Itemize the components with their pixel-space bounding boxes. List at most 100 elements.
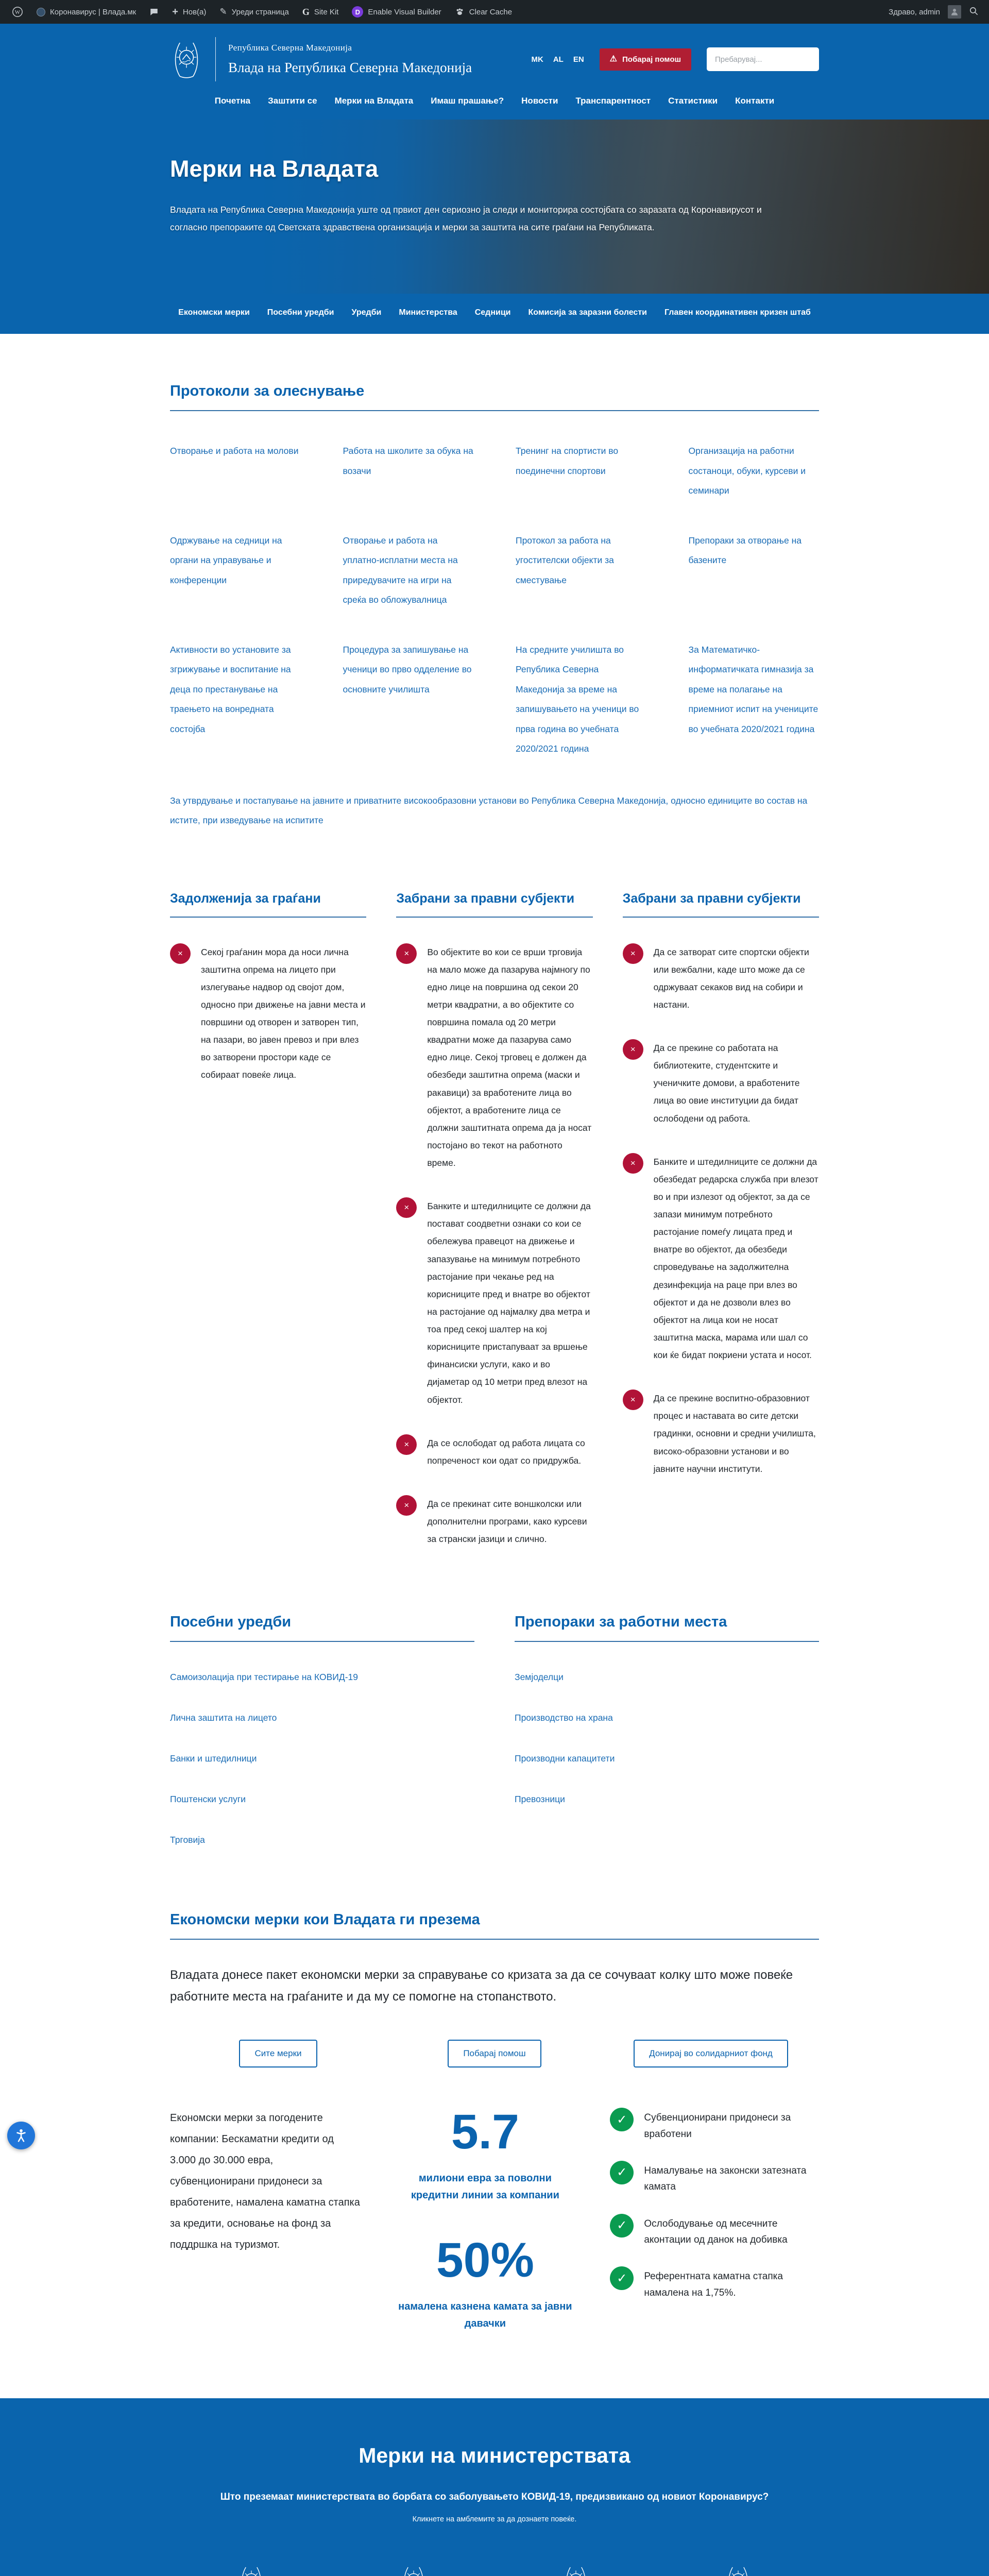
section-ministries: Мерки на министерствата Што преземаат ми… xyxy=(0,2398,989,2576)
admin-greeting[interactable]: Здраво, admin xyxy=(889,7,940,16)
comments-icon xyxy=(150,9,158,15)
economic-intro: Владата донесе пакет економски мерки за … xyxy=(170,1968,793,2004)
visual-builder-label: Enable Visual Builder xyxy=(368,7,441,16)
admin-bar-new[interactable]: + Нов(а) xyxy=(165,0,213,24)
tab-ministries[interactable]: Министерства xyxy=(399,308,457,317)
tab-infectious-commission[interactable]: Комисија за заразни болести xyxy=(528,308,647,317)
wordpress-logo-icon[interactable]: W xyxy=(5,0,30,24)
ministry-foreign-affairs[interactable]: Република Северна Македонија Министерств… xyxy=(494,2564,657,2576)
nav-contacts[interactable]: Контакти xyxy=(735,96,775,106)
special-decree-link[interactable]: Поштенски услуги xyxy=(170,1794,246,1805)
admin-bar-site-link[interactable]: Коронавирус | Влада.мк xyxy=(30,0,143,24)
special-decree-link[interactable]: Самоизолација при тестирање на КОВИД-19 xyxy=(170,1672,358,1683)
protocol-link[interactable]: Протокол за работа на угостителски објек… xyxy=(516,535,614,585)
protocol-link-universities[interactable]: За утврдување и постапување на јавните и… xyxy=(170,795,808,826)
ministries-title: Мерки на министерствата xyxy=(359,2444,630,2468)
ask-help-button-2[interactable]: Побарај помош xyxy=(448,2040,541,2068)
search-input[interactable] xyxy=(707,47,819,71)
admin-bar-clear-cache[interactable]: Clear Cache xyxy=(448,0,519,24)
check-icon: ✓ xyxy=(610,2108,634,2132)
stat-credit-lines-caption: милиони евра за поволни кредитни линии з… xyxy=(411,2173,559,2201)
tab-economic-measures[interactable]: Економски мерки xyxy=(178,308,250,317)
tab-special-decrees[interactable]: Посебни уредби xyxy=(267,308,334,317)
tab-crisis-hq[interactable]: Главен координативен кризен штаб xyxy=(664,308,811,317)
protocol-link[interactable]: Работа на школите за обука на возачи xyxy=(343,446,473,476)
admin-bar-visual-builder[interactable]: D Enable Visual Builder xyxy=(345,0,448,24)
legal-entities-bans-column-2: Забрани за правни субјекти × Да се затво… xyxy=(622,891,819,1478)
ministry-labor-social[interactable]: Република Северна Македонија Министерств… xyxy=(657,2564,819,2576)
check-item: ✓ Намалување на законски затезната камат… xyxy=(610,2160,819,2195)
accessibility-button[interactable] xyxy=(7,2122,35,2149)
nav-news[interactable]: Новости xyxy=(521,96,558,106)
rule-text: Да се прекине воспитно-образовниот проце… xyxy=(653,1393,816,1474)
workplace-link[interactable]: Превозници xyxy=(515,1794,565,1805)
accessibility-icon xyxy=(16,2129,26,2142)
protocol-link[interactable]: Препораки за отворање на базените xyxy=(688,535,802,566)
hero-banner: Мерки на Владата Владата на Република Се… xyxy=(0,120,989,294)
check-text: Субвенционирани придонеси за вработени xyxy=(644,2112,791,2140)
ministry-health[interactable]: Република Северна Македонија Министерств… xyxy=(170,2564,332,2576)
workplace-link[interactable]: Производни капацитети xyxy=(515,1753,615,1764)
x-icon: × xyxy=(622,943,643,964)
admin-bar-edit-page[interactable]: ✎ Уреди страница xyxy=(213,0,295,24)
tab-sessions[interactable]: Седници xyxy=(474,308,511,317)
protocol-link[interactable]: Одржување на седници на органи на управу… xyxy=(170,535,282,585)
ministry-interior[interactable]: Република Северна Македонија Министерств… xyxy=(332,2564,494,2576)
x-icon: × xyxy=(396,943,417,964)
protocol-link[interactable]: Процедура за запишување на ученици во пр… xyxy=(343,644,472,694)
protocol-link[interactable]: Отворање и работа на молови xyxy=(170,446,299,456)
new-label: Нов(а) xyxy=(182,7,207,16)
admin-bar-site-kit[interactable]: G Site Kit xyxy=(296,0,346,24)
workplace-link[interactable]: Производство на храна xyxy=(515,1713,613,1723)
edit-label: Уреди страница xyxy=(231,7,289,16)
rule-item: × Да се прекинат сите воншколски или доп… xyxy=(396,1495,592,1548)
all-measures-button[interactable]: Сите мерки xyxy=(239,2040,317,2068)
nav-statistics[interactable]: Статистики xyxy=(668,96,718,106)
lang-en[interactable]: EN xyxy=(573,55,584,64)
tab-decrees[interactable]: Уредби xyxy=(351,308,382,317)
special-decree-link[interactable]: Банки и штедилници xyxy=(170,1753,257,1764)
donate-fund-button[interactable]: Донирај во солидарниот фонд xyxy=(634,2040,788,2068)
protocol-link[interactable]: На средните училишта во Република Северн… xyxy=(516,644,639,754)
admin-bar-comments[interactable] xyxy=(143,0,165,24)
main-nav: Почетна Заштити се Мерки на Владата Имаш… xyxy=(0,90,989,120)
special-decree-link[interactable]: Лична заштита на лицето xyxy=(170,1713,277,1723)
protocol-link[interactable]: Отворање и работа на уплатно-исплатни ме… xyxy=(343,535,458,605)
ministries-subtitle: Што преземаат министерствата во борбата … xyxy=(220,2492,769,2503)
admin-search-icon[interactable] xyxy=(969,6,979,18)
check-text: Намалување на законски затезната камата xyxy=(644,2165,807,2193)
stat-credit-lines-value: 5.7 xyxy=(451,2105,519,2160)
rule-text: Во објектите во кои се врши трговија на … xyxy=(427,946,592,1168)
workplace-link[interactable]: Земјоделци xyxy=(515,1672,564,1683)
stat-penalty-interest-value: 50% xyxy=(436,2233,534,2288)
clear-cache-label: Clear Cache xyxy=(469,7,513,16)
header-country: Република Северна Македонија xyxy=(228,43,352,53)
protocol-link[interactable]: За Математичко-информатичката гимназија … xyxy=(688,644,819,734)
check-item: ✓ Субвенционирани придонеси за вработени xyxy=(610,2108,819,2142)
nav-questions[interactable]: Имаш прашање? xyxy=(431,96,504,106)
ask-help-button[interactable]: ⚠ Побарај помош xyxy=(599,48,691,71)
legal-entities-bans-column-1: Забрани за правни субјекти × Во објектит… xyxy=(396,891,593,1548)
lang-mk[interactable]: MK xyxy=(531,55,543,64)
column-title: Задолженија за граѓани xyxy=(170,891,321,906)
check-icon: ✓ xyxy=(610,2160,634,2184)
lang-al[interactable]: AL xyxy=(553,55,564,64)
svg-text:W: W xyxy=(15,9,21,15)
rule-item: × Банките и штедилниците се должни да об… xyxy=(622,1153,819,1364)
site-logo-text[interactable]: Република Северна Македонија Влада на Ре… xyxy=(228,43,472,76)
ministry-emblem-icon xyxy=(400,2564,428,2576)
protocol-link[interactable]: Тренинг на спортисти во поединечни спорт… xyxy=(516,446,619,476)
rule-item: × Секој граѓанин мора да носи лична зашт… xyxy=(170,943,366,1084)
coat-of-arms-emblem[interactable] xyxy=(170,39,203,80)
protocol-link[interactable]: Активности во установите за згрижување и… xyxy=(170,644,291,734)
nav-transparency[interactable]: Транспарентност xyxy=(575,96,651,106)
section-decrees-workplaces: Посебни уредби Самоизолација при тестира… xyxy=(170,1614,819,1845)
language-switcher: MK AL EN xyxy=(532,55,584,64)
nav-measures[interactable]: Мерки на Владата xyxy=(334,96,414,106)
ministries-hint: Кликнете на амблемите за да дознаете пов… xyxy=(412,2515,577,2524)
site-header: Република Северна Македонија Влада на Ре… xyxy=(0,24,989,90)
nav-home[interactable]: Почетна xyxy=(214,96,251,106)
special-decree-link[interactable]: Трговија xyxy=(170,1835,205,1845)
nav-protect[interactable]: Заштити се xyxy=(268,96,317,106)
protocol-link[interactable]: Организација на работни состаноци, обуки… xyxy=(688,446,806,496)
